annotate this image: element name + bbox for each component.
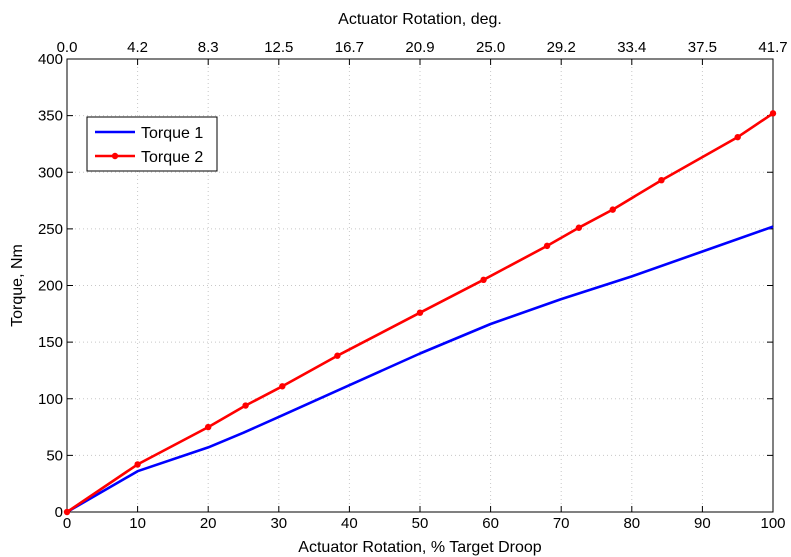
series-line-torque-1: [66, 225, 774, 514]
data-point-torque-2: [205, 423, 212, 431]
y-tick-label: 100: [38, 391, 63, 408]
y-tick-label: 200: [38, 278, 63, 295]
data-point-torque-2: [575, 224, 583, 231]
data-point-torque-2: [734, 133, 741, 141]
x-tick-label: 70: [553, 515, 570, 532]
tick-layer: 0 0.0 10 4.2 20 8.3 30 12.5 40 16.7 50 20.9 60 25.0 70…: [38, 39, 788, 532]
top-x-tick-label: 41.7: [758, 39, 787, 56]
top-x-tick-label: 12.5: [264, 39, 293, 56]
data-point-torque-2: [609, 206, 616, 213]
top-x-tick-label: 20.9: [405, 39, 434, 56]
top-x-tick-label: 37.5: [688, 39, 717, 56]
top-x-tick-label: 4.2: [127, 39, 148, 56]
top-x-tick-label: 33.4: [617, 39, 646, 56]
x-tick-label: 100: [760, 515, 785, 532]
data-point-torque-2: [769, 110, 777, 117]
y-tick-label: 400: [38, 51, 63, 68]
y-tick-label: 250: [38, 221, 63, 238]
x-tick-label: 50: [412, 515, 429, 532]
data-point-torque-2: [543, 242, 551, 250]
legend-label-torque-2: Torque 2: [141, 149, 203, 166]
top-x-tick-label: 16.7: [335, 39, 364, 56]
y-tick-label: 50: [46, 447, 63, 464]
x-tick-label: 10: [129, 515, 146, 532]
y-tick-label: 0: [55, 504, 63, 521]
data-point-torque-2: [334, 352, 341, 359]
data-point-torque-2: [63, 508, 71, 516]
x-axis-title: Actuator Rotation, % Target Droop: [298, 539, 541, 556]
x-tick-label: 40: [341, 515, 358, 532]
grid-layer: [67, 59, 773, 512]
series-line-torque-2: [66, 112, 774, 514]
x-tick-label: 30: [270, 515, 287, 532]
top-x-tick-label: 29.2: [547, 39, 576, 56]
y-axis-title: Torque, Nm: [9, 244, 26, 327]
legend: Torque 1 Torque 2: [86, 116, 218, 172]
top-x-tick-label: 25.0: [476, 39, 505, 56]
x-tick-label: 80: [623, 515, 640, 532]
data-point-torque-2: [134, 461, 141, 468]
data-point-torque-2: [416, 309, 424, 316]
data-point-torque-2: [242, 402, 249, 409]
x-tick-label: 90: [694, 515, 711, 532]
y-tick-label: 350: [38, 108, 63, 125]
data-point-torque-2: [279, 383, 286, 390]
legend-marker-torque-2: [111, 152, 119, 160]
series-layer: [63, 110, 777, 516]
top-x-tick-label: 8.3: [198, 39, 219, 56]
legend-box: [86, 116, 218, 172]
y-tick-label: 300: [38, 164, 63, 181]
data-point-torque-2: [480, 276, 487, 284]
x-tick-label: 0: [63, 515, 71, 532]
data-point-torque-2: [658, 176, 665, 184]
top-axis-title: Actuator Rotation, deg.: [338, 11, 502, 28]
top-x-tick-label: 0.0: [57, 39, 78, 56]
y-tick-label: 150: [38, 334, 63, 351]
x-tick-label: 20: [200, 515, 217, 532]
legend-label-torque-1: Torque 1: [141, 125, 203, 142]
x-tick-label: 60: [482, 515, 499, 532]
